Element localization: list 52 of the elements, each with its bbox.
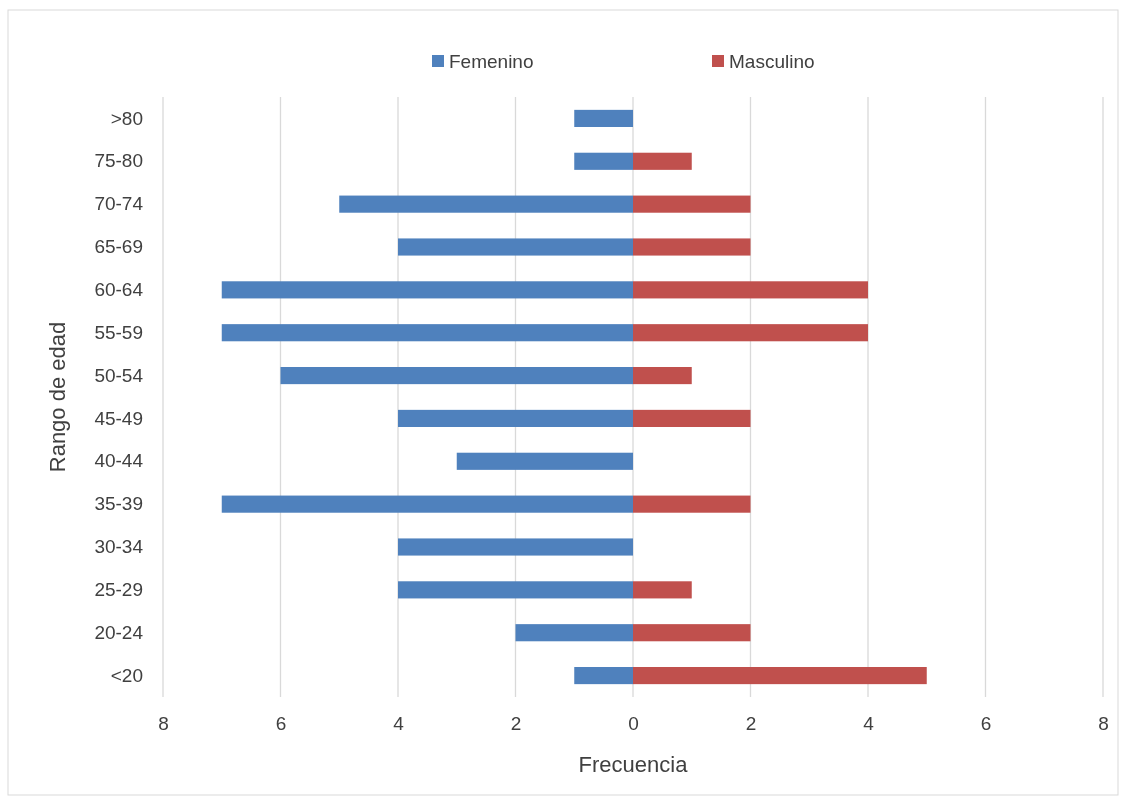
x-tick-label: 2 [745, 713, 757, 735]
x-tick-label: 8 [1098, 713, 1109, 735]
x-tick-label: 4 [393, 713, 405, 735]
bar [398, 538, 633, 556]
bar [280, 367, 633, 385]
x-tick-label: 4 [863, 713, 875, 735]
y-tick-label: >80 [110, 107, 143, 129]
bar [398, 409, 633, 427]
y-tick-label: 60-64 [94, 278, 144, 300]
bar [398, 238, 633, 256]
y-tick-label: 30-34 [94, 536, 144, 558]
bar [633, 495, 751, 513]
bar [633, 324, 868, 342]
bar [221, 495, 633, 513]
x-tick-label: 0 [628, 713, 639, 735]
bar [633, 152, 692, 170]
y-tick-label: 25-29 [94, 578, 143, 600]
bar [398, 581, 633, 599]
x-tick-label: 6 [980, 713, 992, 735]
y-tick-label: 40-44 [94, 450, 144, 472]
y-tick-label: 20-24 [94, 621, 144, 643]
x-tick-label: 6 [275, 713, 287, 735]
y-tick-label: <20 [110, 664, 143, 686]
bar [633, 281, 868, 299]
bar [633, 624, 751, 642]
bar [633, 195, 751, 213]
y-tick-label: 55-59 [94, 321, 143, 343]
bar [515, 624, 633, 642]
bar [456, 452, 633, 470]
x-axis-title: Frecuencia [578, 752, 689, 777]
y-tick-label: 65-69 [94, 236, 143, 258]
legend-label: Masculino [729, 51, 815, 72]
bar [633, 367, 692, 385]
bar [574, 109, 633, 127]
y-tick-label: 75-80 [94, 150, 143, 172]
y-tick-label: 50-54 [94, 364, 144, 386]
bar [633, 409, 751, 427]
y-tick-label: 70-74 [94, 193, 144, 215]
y-axis-title: Rango de edad [45, 321, 70, 473]
x-tick-label: 2 [510, 713, 522, 735]
bar [574, 667, 633, 685]
bar [633, 581, 692, 599]
legend-label: Femenino [449, 51, 534, 72]
bar [574, 152, 633, 170]
bar [339, 195, 633, 213]
bar [221, 281, 633, 299]
y-tick-label: 35-39 [94, 493, 143, 515]
bar [633, 238, 751, 256]
bar [633, 667, 927, 685]
x-tick-label: 8 [158, 713, 169, 735]
bar [221, 324, 633, 342]
y-tick-label: 45-49 [94, 407, 143, 429]
